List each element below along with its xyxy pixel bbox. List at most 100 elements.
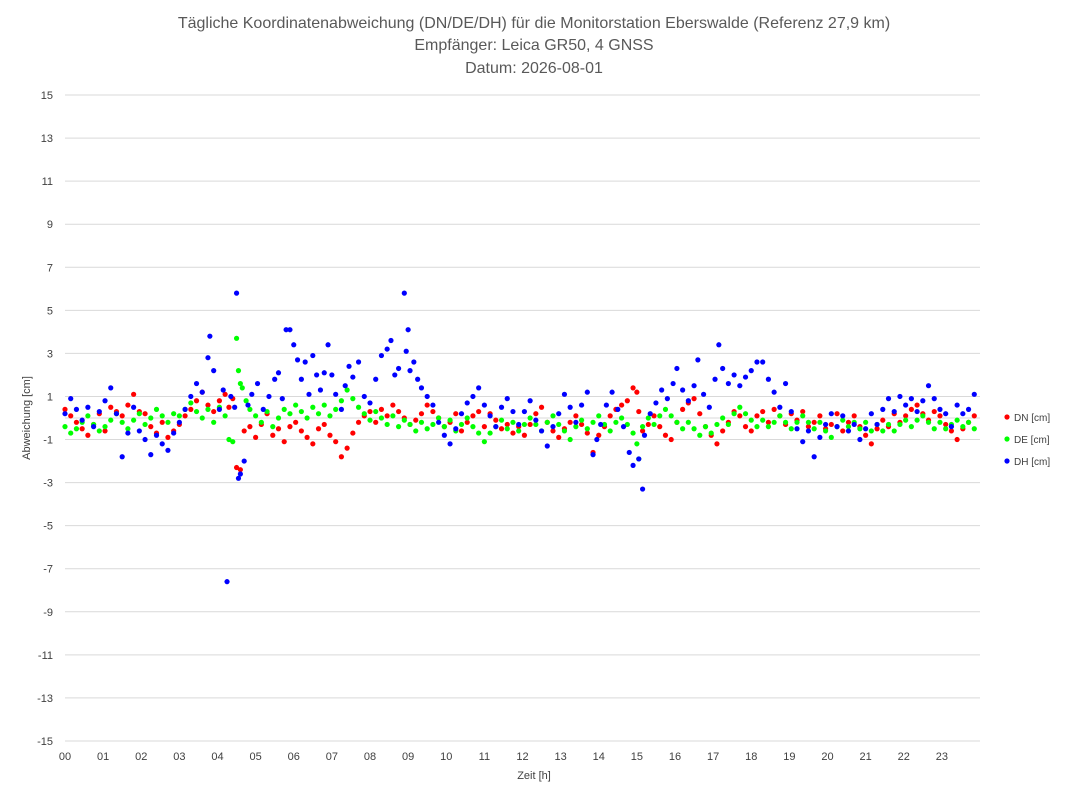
data-point: [573, 413, 579, 419]
data-point: [931, 426, 937, 432]
data-point: [594, 436, 600, 443]
data-point: [344, 445, 350, 451]
data-point: [367, 417, 373, 423]
data-point: [405, 327, 411, 333]
data-point: [62, 406, 68, 412]
data-point: [937, 406, 943, 412]
data-point: [634, 441, 640, 447]
y-tick-label: -11: [38, 650, 53, 662]
data-point: [657, 424, 663, 430]
y-tick-label: 1: [47, 391, 53, 403]
data-point: [544, 419, 550, 425]
data-point: [948, 428, 955, 434]
data-point: [436, 415, 442, 421]
data-point: [436, 419, 442, 425]
data-point: [205, 402, 211, 408]
data-point: [720, 415, 726, 421]
data-point: [706, 404, 712, 410]
data-point: [777, 404, 783, 410]
data-point: [954, 436, 960, 443]
data-point: [908, 406, 914, 412]
data-point: [533, 421, 539, 428]
data-point: [476, 385, 482, 391]
data-point: [367, 408, 373, 415]
data-point: [578, 417, 585, 423]
legend-marker: [1004, 458, 1010, 464]
data-point: [805, 424, 812, 430]
data-point: [321, 402, 327, 408]
data-point: [891, 408, 897, 415]
data-point: [338, 398, 345, 404]
data-point: [453, 411, 459, 417]
data-point: [270, 432, 276, 438]
data-point: [567, 404, 573, 410]
data-point: [504, 426, 510, 432]
data-point: [556, 411, 562, 417]
data-point: [971, 413, 977, 419]
data-point: [291, 342, 297, 348]
data-point: [573, 419, 579, 425]
data-point: [748, 368, 754, 374]
data-point: [418, 419, 425, 425]
data-point: [765, 419, 772, 425]
data-point: [817, 434, 823, 440]
data-point: [216, 406, 223, 412]
data-point: [317, 387, 324, 393]
legend-label: DN [cm]: [1014, 413, 1050, 424]
data-point: [720, 428, 726, 434]
data-point: [407, 421, 413, 428]
x-axis-title: Zeit [h]: [517, 770, 551, 782]
data-point: [925, 383, 932, 389]
data-point: [931, 408, 937, 415]
data-point: [578, 402, 585, 408]
x-tick-label: 06: [288, 751, 300, 763]
data-points: [62, 290, 977, 585]
data-point: [464, 400, 470, 406]
data-point: [148, 424, 154, 430]
x-tick-label: 01: [97, 751, 109, 763]
x-tick-label: 13: [555, 751, 567, 763]
data-point: [639, 428, 646, 434]
data-point: [310, 441, 316, 447]
data-point: [567, 419, 573, 425]
data-point: [470, 393, 476, 400]
data-point: [85, 432, 91, 438]
data-point: [424, 426, 430, 432]
x-tick-label: 18: [745, 751, 757, 763]
data-point: [384, 421, 390, 428]
data-point: [153, 432, 160, 438]
data-point: [782, 380, 789, 387]
data-point: [971, 391, 977, 397]
data-point: [634, 389, 640, 395]
data-point: [533, 417, 539, 423]
data-point: [639, 486, 646, 492]
data-point: [222, 413, 228, 419]
data-point: [125, 402, 131, 408]
x-tick-label: 12: [516, 751, 528, 763]
data-point: [293, 419, 299, 425]
data-point: [258, 419, 264, 425]
data-point: [413, 428, 419, 434]
legend-marker: [1004, 414, 1010, 420]
chart-title-line-3: Datum: 2026-08-01: [465, 60, 603, 77]
data-point: [287, 424, 293, 430]
x-tick-label: 09: [402, 751, 414, 763]
data-point: [378, 415, 385, 421]
data-point: [182, 406, 188, 412]
data-point: [504, 396, 510, 402]
data-point: [401, 417, 407, 423]
y-tick-label: -15: [37, 736, 53, 748]
data-point: [233, 335, 240, 341]
data-point: [338, 406, 345, 412]
data-point: [148, 452, 154, 458]
data-point: [254, 380, 261, 387]
data-point: [373, 408, 379, 415]
data-point: [249, 391, 255, 397]
data-point: [868, 411, 874, 417]
data-point: [239, 385, 245, 391]
data-point: [914, 408, 920, 415]
data-point: [931, 396, 937, 402]
data-point: [176, 419, 182, 425]
data-point: [954, 417, 960, 423]
